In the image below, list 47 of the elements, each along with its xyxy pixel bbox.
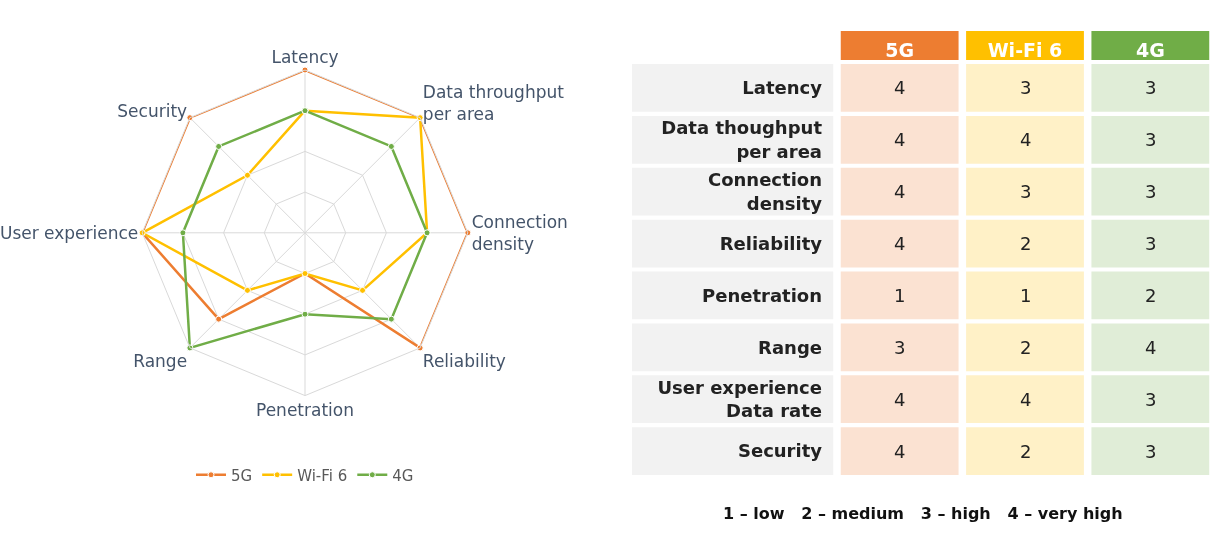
x-tick-label: Wi-Fi 6 <box>987 39 1063 62</box>
y-tick-label: Connection density <box>707 169 823 214</box>
legend-label: 5G <box>231 466 253 485</box>
data-label: 3 <box>894 337 906 358</box>
data-label: 4 <box>894 233 906 254</box>
spoke-label: Security <box>117 100 188 121</box>
spoke-label: Connection density <box>471 211 568 254</box>
data-label: 3 <box>1145 77 1157 98</box>
x-tick-label: 5G <box>885 39 915 62</box>
data-label: 3 <box>1145 441 1157 462</box>
data-label: 3 <box>1020 77 1032 98</box>
data-label: 2 <box>1145 285 1157 306</box>
data-label: 3 <box>1145 389 1157 410</box>
data-label: 4 <box>894 441 906 462</box>
data-label: 1 <box>894 285 906 306</box>
y-tick-label: Latency <box>742 77 823 99</box>
spoke-label: Latency <box>271 46 339 67</box>
legend-label: Wi-Fi 6 <box>297 466 348 485</box>
data-label: 3 <box>1145 129 1157 150</box>
spoke-label: Range <box>133 350 188 371</box>
legend-label: 4G <box>392 466 414 485</box>
spoke-label: Reliability <box>422 350 506 371</box>
y-tick-label: Range <box>758 336 822 358</box>
y-tick-label: User experience Data rate <box>657 376 822 422</box>
data-label: 4 <box>894 129 906 150</box>
data-label: 4 <box>1145 337 1157 358</box>
y-tick-label: Security <box>737 440 823 462</box>
data-label: 4 <box>894 181 906 202</box>
data-label: 4 <box>894 77 906 98</box>
data-label: 3 <box>1145 233 1157 254</box>
y-tick-label: Reliability <box>719 232 823 254</box>
x-tick-label: 4G <box>1135 39 1165 62</box>
data-label: 4 <box>1020 129 1032 150</box>
data-label: 2 <box>1020 441 1032 462</box>
spoke-label: User experience <box>0 222 139 243</box>
y-tick-label: Penetration <box>701 284 822 306</box>
data-label: 4 <box>894 389 906 410</box>
data-label: 3 <box>1145 181 1157 202</box>
text: 1 – low 2 – medium 3 – high 4 – very high <box>723 504 1123 523</box>
data-label: 4 <box>1020 389 1032 410</box>
data-label: 2 <box>1020 337 1032 358</box>
data-label: 3 <box>1020 181 1032 202</box>
spoke-label: Data throughput per area <box>422 81 565 124</box>
data-label: 1 <box>1020 285 1032 306</box>
data-label: 2 <box>1020 233 1032 254</box>
y-tick-label: Data thoughput per area <box>661 117 823 162</box>
spoke-label: Penetration <box>256 400 354 421</box>
